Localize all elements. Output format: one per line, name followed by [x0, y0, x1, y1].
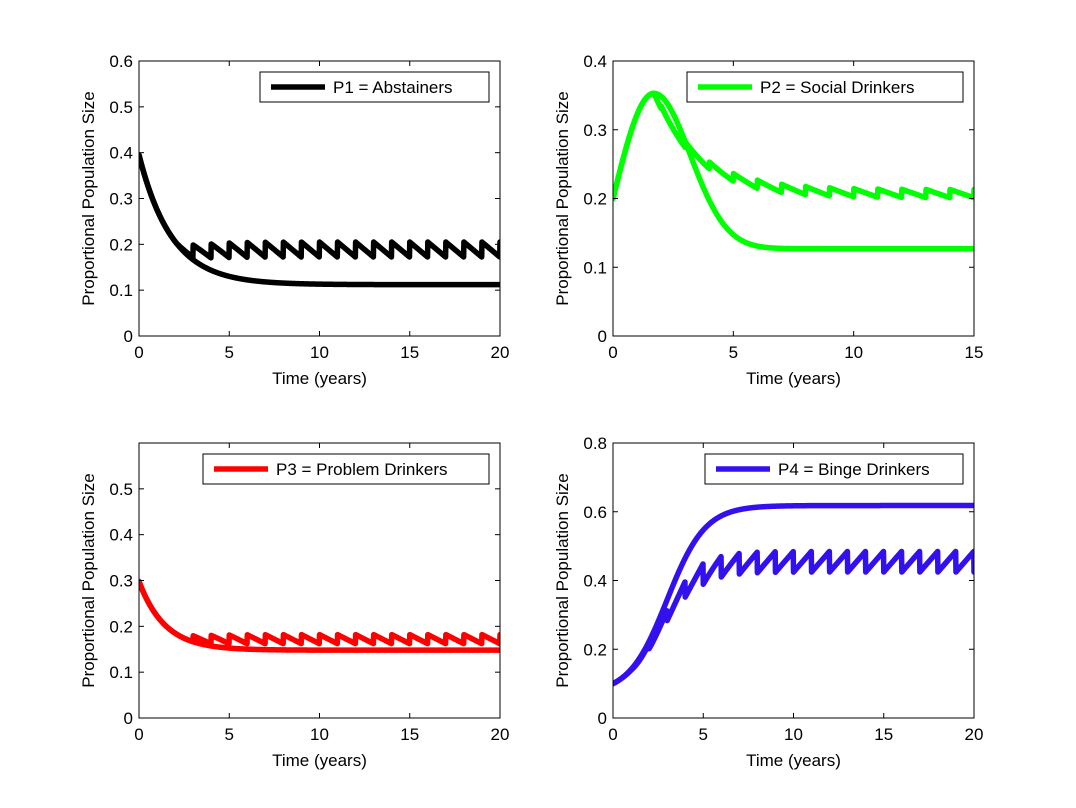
y-tick-label: 0.4	[583, 52, 607, 71]
series-line-pulsed	[139, 578, 500, 647]
x-axis-label: Time (years)	[272, 369, 367, 388]
legend-label: P1 = Abstainers	[333, 78, 453, 97]
y-tick-label: 0.5	[109, 480, 133, 499]
x-axis-label: Time (years)	[272, 751, 367, 770]
x-tick-label: 15	[965, 343, 984, 362]
legend-label: P2 = Social Drinkers	[760, 78, 914, 97]
legend-problem-drinkers: P3 = Problem Drinkers	[202, 453, 490, 485]
y-tick-label: 0.3	[109, 190, 133, 209]
chart-abstainers: 0 5 10 15 20 0 0.1 0.2 0.3 0.4 0.5 0.6 Time (years) P…	[79, 52, 509, 388]
chart-social-drinkers: 0 5 10 15 0 0.1 0.2 0.3 0.4 Time (years) Proportio…	[553, 52, 983, 388]
y-tick-label: 0.2	[109, 617, 133, 636]
y-tick-label: 0.6	[109, 52, 133, 71]
y-tick-label: 0.4	[109, 526, 133, 545]
legend-binge-drinkers: P4 = Binge Drinkers	[704, 453, 964, 485]
x-tick-label: 0	[608, 343, 617, 362]
y-axis-label: Proportional Population Size	[553, 91, 572, 306]
y-tick-label: 0	[598, 709, 607, 728]
x-tick-label: 20	[965, 725, 984, 744]
y-tick-label: 0.5	[109, 98, 133, 117]
y-axis-label: Proportional Population Size	[79, 473, 98, 688]
legend-label: P4 = Binge Drinkers	[778, 460, 930, 479]
legend-label: P3 = Problem Drinkers	[276, 460, 447, 479]
x-tick-label: 15	[874, 725, 893, 744]
y-tick-label: 0.4	[109, 144, 133, 163]
y-tick-label: 0.4	[583, 572, 607, 591]
x-tick-label: 10	[310, 725, 329, 744]
y-tick-label: 0	[124, 327, 133, 346]
y-tick-label: 0.1	[109, 281, 133, 300]
x-tick-label: 0	[134, 343, 143, 362]
x-tick-label: 10	[310, 343, 329, 362]
y-tick-label: 0.8	[583, 434, 607, 453]
y-tick-label: 0.1	[109, 663, 133, 682]
series-line-pulsed	[613, 90, 974, 202]
x-tick-label: 20	[491, 725, 510, 744]
y-tick-label: 0	[598, 327, 607, 346]
series-line-pulsed	[139, 152, 500, 261]
series-line-continuous	[139, 578, 500, 653]
y-axis-label: Proportional Population Size	[553, 473, 572, 688]
x-tick-label: 5	[225, 725, 234, 744]
x-tick-label: 0	[608, 725, 617, 744]
y-tick-label: 0.6	[583, 503, 607, 522]
legend-abstainers: P1 = Abstainers	[259, 71, 490, 103]
series-line-continuous	[139, 152, 500, 288]
x-tick-label: 0	[134, 725, 143, 744]
x-tick-label: 20	[491, 343, 510, 362]
series-line-pulsed	[613, 548, 974, 687]
x-tick-label: 5	[729, 343, 738, 362]
x-tick-label: 15	[400, 343, 419, 362]
y-axis-label: Proportional Population Size	[79, 91, 98, 306]
chart-problem-drinkers: 0 5 10 15 20 0 0.1 0.2 0.3 0.4 0.5 Time (years) Prop…	[79, 442, 510, 770]
series-line-continuous	[613, 502, 974, 687]
legend-social-drinkers: P2 = Social Drinkers	[686, 71, 964, 103]
y-tick-label: 0.2	[109, 235, 133, 254]
x-tick-label: 5	[699, 725, 708, 744]
x-axis-label: Time (years)	[746, 751, 841, 770]
y-tick-label: 0.2	[583, 640, 607, 659]
y-tick-label: 0.1	[583, 258, 607, 277]
chart-binge-drinkers: 0 5 10 15 20 0 0.2 0.4 0.6 0.8 Time (years) Proport…	[553, 434, 983, 770]
y-tick-label: 0.2	[583, 190, 607, 209]
x-tick-label: 15	[400, 725, 419, 744]
series-line-continuous	[613, 90, 974, 252]
x-tick-label: 10	[784, 725, 803, 744]
y-tick-label: 0.3	[583, 121, 607, 140]
plot-area	[139, 443, 500, 718]
plot-area	[139, 61, 500, 336]
y-tick-label: 0	[124, 709, 133, 728]
x-tick-label: 10	[844, 343, 863, 362]
y-tick-label: 0.3	[109, 572, 133, 591]
plot-area	[613, 61, 974, 336]
x-tick-label: 5	[225, 343, 234, 362]
x-axis-label: Time (years)	[746, 369, 841, 388]
